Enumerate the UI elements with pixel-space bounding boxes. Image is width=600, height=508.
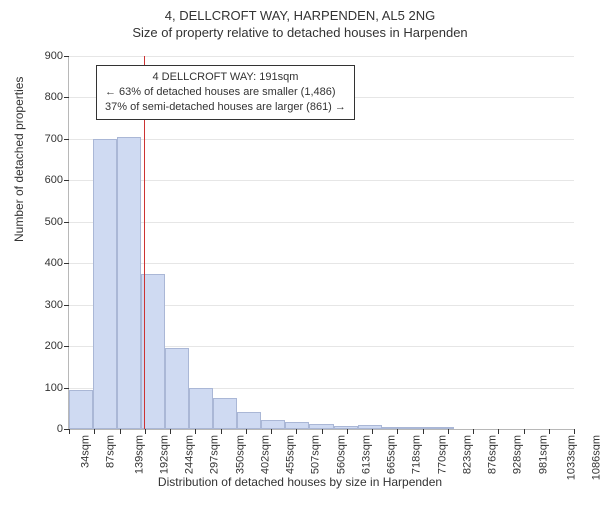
x-tick-mark (524, 429, 525, 434)
annotation-line-1: 4 DELLCROFT WAY: 191sqm (105, 70, 346, 85)
y-tick-label: 700 (45, 133, 69, 145)
x-tick-label: 770sqm (436, 435, 448, 474)
x-tick-mark (549, 429, 550, 434)
x-axis-label: Distribution of detached houses by size … (0, 475, 600, 489)
histogram-bar (117, 137, 141, 429)
x-tick-label: 192sqm (158, 435, 170, 474)
histogram-bar (382, 427, 406, 429)
histogram-bar (93, 139, 117, 429)
x-tick-mark (473, 429, 474, 434)
y-tick-label: 900 (45, 50, 69, 62)
x-tick-label: 1086sqm (591, 435, 600, 480)
histogram-bar (261, 420, 285, 429)
x-tick-label: 244sqm (184, 435, 196, 474)
x-tick-mark (145, 429, 146, 434)
histogram-bar (358, 425, 382, 429)
x-tick-label: 718sqm (411, 435, 423, 474)
x-tick-label: 823sqm (461, 435, 473, 474)
y-tick-label: 0 (57, 423, 69, 435)
x-tick-label: 928sqm (512, 435, 524, 474)
page-title: 4, DELLCROFT WAY, HARPENDEN, AL5 2NG (0, 8, 600, 23)
x-tick-mark (423, 429, 424, 434)
x-tick-label: 560sqm (335, 435, 347, 474)
annotation-box: 4 DELLCROFT WAY: 191sqm ← 63% of detache… (96, 65, 355, 120)
x-tick-mark (195, 429, 196, 434)
x-tick-label: 613sqm (360, 435, 372, 474)
histogram-bar (189, 388, 213, 429)
x-tick-mark (498, 429, 499, 434)
histogram-bar (430, 427, 454, 429)
page-subtitle: Size of property relative to detached ho… (0, 25, 600, 40)
x-tick-label: 1033sqm (565, 435, 577, 480)
x-tick-label: 981sqm (537, 435, 549, 474)
x-tick-label: 87sqm (105, 435, 117, 468)
x-tick-label: 350sqm (234, 435, 246, 474)
annotation-line-2: ← 63% of detached houses are smaller (1,… (105, 85, 346, 100)
x-tick-label: 507sqm (310, 435, 322, 474)
y-axis-label: Number of detached properties (12, 77, 26, 242)
histogram-bar (213, 398, 237, 429)
y-tick-label: 300 (45, 299, 69, 311)
y-tick-label: 200 (45, 340, 69, 352)
x-tick-mark (322, 429, 323, 434)
x-tick-label: 139sqm (133, 435, 145, 474)
x-tick-label: 876sqm (487, 435, 499, 474)
y-tick-label: 100 (45, 382, 69, 394)
x-tick-mark (448, 429, 449, 434)
x-tick-label: 665sqm (386, 435, 398, 474)
x-tick-mark (574, 429, 575, 434)
x-tick-mark (271, 429, 272, 434)
histogram-bar (406, 427, 430, 429)
histogram-bar (334, 426, 358, 429)
y-tick-label: 400 (45, 257, 69, 269)
x-tick-mark (347, 429, 348, 434)
x-tick-mark (120, 429, 121, 434)
y-tick-label: 600 (45, 174, 69, 186)
y-tick-label: 500 (45, 216, 69, 228)
annotation-line-3: 37% of semi-detached houses are larger (… (105, 100, 346, 115)
x-tick-label: 297sqm (209, 435, 221, 474)
x-tick-mark (94, 429, 95, 434)
histogram-bar (69, 390, 93, 429)
x-tick-mark (372, 429, 373, 434)
y-tick-label: 800 (45, 91, 69, 103)
x-tick-mark (221, 429, 222, 434)
x-tick-mark (69, 429, 70, 434)
histogram-bar (165, 348, 189, 429)
histogram-bar (285, 422, 309, 429)
x-tick-label: 34sqm (80, 435, 92, 468)
x-tick-mark (170, 429, 171, 434)
histogram-bar (237, 412, 261, 429)
x-tick-label: 455sqm (285, 435, 297, 474)
x-tick-mark (397, 429, 398, 434)
x-tick-mark (246, 429, 247, 434)
x-tick-mark (296, 429, 297, 434)
x-tick-label: 402sqm (259, 435, 271, 474)
